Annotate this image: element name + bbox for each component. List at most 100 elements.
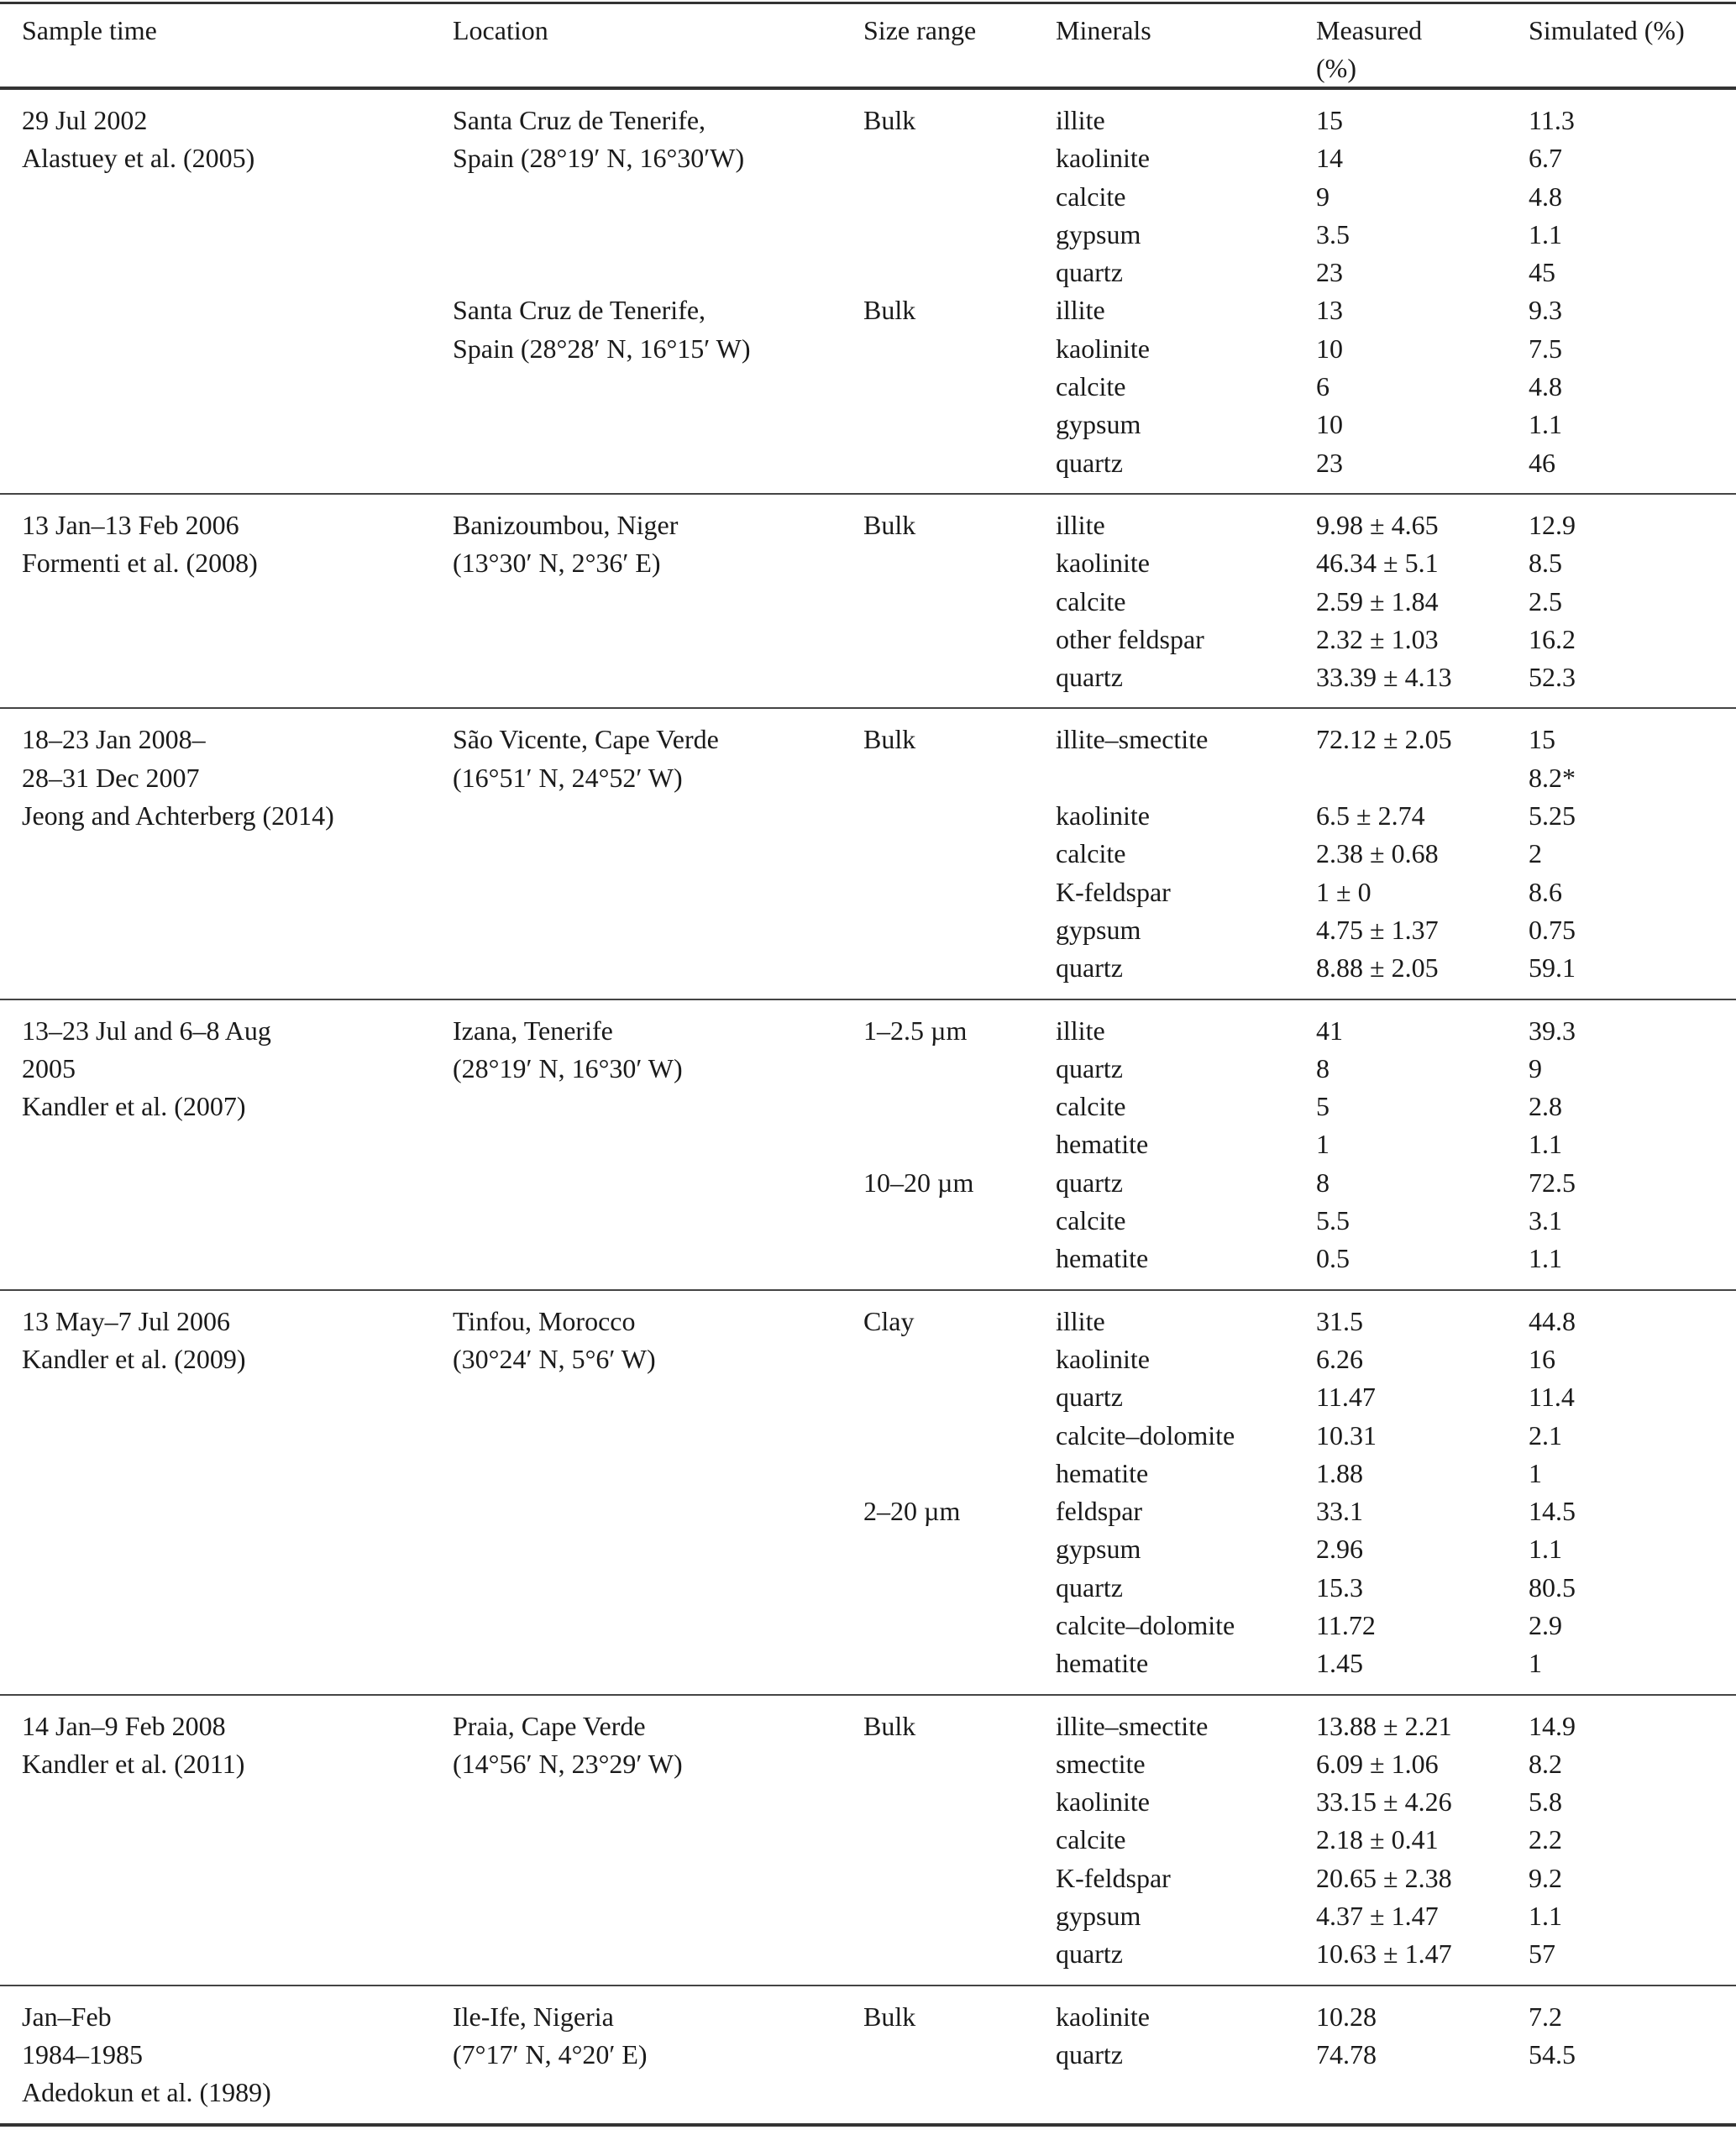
- header-rule: [0, 87, 1736, 90]
- mineral-cell: illite: [1056, 509, 1105, 540]
- simulated-cell: 9.2: [1529, 1862, 1562, 1893]
- simulated-cell: 80.5: [1529, 1571, 1576, 1603]
- table-row: Kandler et al. (2007) calcite 5 2.8: [0, 1088, 1736, 1125]
- location-cell: (7°17′ N, 4°20′ E): [453, 2038, 648, 2069]
- size-range-cell: Bulk: [863, 724, 916, 755]
- measured-cell: 11.47: [1316, 1382, 1376, 1413]
- simulated-cell: 1.1: [1529, 1243, 1562, 1274]
- table-row: 2005 (28°19′ N, 16°30′ W) quartz 8 9: [0, 1050, 1736, 1088]
- table-row: calcite–dolomite 10.31 2.1: [0, 1417, 1736, 1455]
- mineral-cell: illite: [1056, 1305, 1105, 1336]
- location-cell: (28°19′ N, 16°30′ W): [453, 1052, 683, 1083]
- measured-cell: 72.12 ± 2.05: [1316, 724, 1452, 755]
- simulated-cell: 72.5: [1529, 1167, 1576, 1198]
- mineral-cell: gypsum: [1056, 218, 1141, 249]
- simulated-cell: 1.1: [1529, 409, 1562, 440]
- measured-cell: 6.5 ± 2.74: [1316, 800, 1425, 831]
- mineral-cell: calcite–dolomite: [1056, 1609, 1235, 1640]
- simulated-cell: 16.2: [1529, 623, 1576, 654]
- location-cell: (13°30′ N, 2°36′ E): [453, 548, 661, 579]
- mineral-cell: quartz: [1056, 1938, 1123, 1970]
- simulated-cell: 1: [1529, 1648, 1542, 1679]
- location-cell: Banizoumbou, Niger: [453, 509, 679, 540]
- measured-cell: 20.65 ± 2.38: [1316, 1862, 1452, 1893]
- measured-cell: 5: [1316, 1091, 1330, 1122]
- measured-cell: 10.31: [1316, 1419, 1377, 1450]
- mineral-cell: kaolinite: [1056, 548, 1150, 579]
- table-row: 18–23 Jan 2008– São Vicente, Cape Verde Bu…: [0, 721, 1736, 758]
- simulated-cell: 8.2: [1529, 1748, 1562, 1779]
- measured-cell: 6.09 ± 1.06: [1316, 1748, 1439, 1779]
- mineral-cell: quartz: [1056, 447, 1123, 478]
- simulated-cell: 0.75: [1529, 914, 1576, 945]
- table-row: calcite–dolomite 11.72 2.9: [0, 1607, 1736, 1645]
- size-range-cell: 1–2.5 µm: [863, 1015, 968, 1046]
- simulated-cell: 1: [1529, 1457, 1542, 1488]
- simulated-cell: 14.5: [1529, 1496, 1576, 1527]
- measured-cell: 10: [1316, 333, 1343, 364]
- table-row: 13–23 Jul and 6–8 Aug Izana, Tenerife 1–2.…: [0, 1012, 1736, 1050]
- mineral-cell: hematite: [1056, 1648, 1149, 1679]
- simulated-cell: 5.25: [1529, 800, 1576, 831]
- simulated-cell: 1.1: [1529, 1534, 1562, 1565]
- table-row: 10–20 µm quartz 8 72.5: [0, 1164, 1736, 1202]
- simulated-cell: 4.8: [1529, 371, 1562, 402]
- measured-cell: 46.34 ± 5.1: [1316, 548, 1439, 579]
- mineral-cell: gypsum: [1056, 1534, 1141, 1565]
- measured-cell: 13: [1316, 295, 1343, 326]
- table-row: quartz 15.3 80.5: [0, 1569, 1736, 1607]
- measured-cell: 31.5: [1316, 1305, 1363, 1336]
- size-range-cell: Bulk: [863, 105, 916, 135]
- measured-cell: 33.1: [1316, 1496, 1363, 1527]
- mineral-cell: illite: [1056, 295, 1105, 326]
- measured-cell: 2.59 ± 1.84: [1316, 585, 1439, 616]
- table-row: Jan–Feb Ile-Ife, Nigeria Bulk kaolinite 10.2…: [0, 1998, 1736, 2036]
- sample-time-cell: 29 Jul 2002: [22, 105, 148, 135]
- measured-cell: 1.45: [1316, 1648, 1363, 1679]
- sample-time-cell: 14 Jan–9 Feb 2008: [22, 1710, 226, 1741]
- measured-cell: 9.98 ± 4.65: [1316, 509, 1439, 540]
- sample-time-cell: Jan–Feb: [22, 2001, 112, 2032]
- simulated-cell: 4.8: [1529, 181, 1562, 212]
- simulated-cell: 15: [1529, 724, 1555, 755]
- table-row: 28–31 Dec 2007 (16°51′ N, 24°52′ W) 8.2*: [0, 759, 1736, 797]
- measured-cell: 74.78: [1316, 2038, 1377, 2069]
- mineral-cell: calcite: [1056, 585, 1126, 616]
- simulated-cell: 14.9: [1529, 1710, 1576, 1741]
- measured-cell: 33.15 ± 4.26: [1316, 1786, 1452, 1818]
- simulated-cell: 44.8: [1529, 1305, 1576, 1336]
- mineral-cell: kaolinite: [1056, 2001, 1150, 2032]
- simulated-cell: 3.1: [1529, 1205, 1562, 1236]
- table-row: kaolinite 33.15 ± 4.26 5.8: [0, 1783, 1736, 1821]
- simulated-cell: 16: [1529, 1343, 1555, 1374]
- mineral-cell: smectite: [1056, 1748, 1146, 1779]
- sample-time-cell: 13 Jan–13 Feb 2006: [22, 509, 239, 540]
- size-range-cell: 2–20 µm: [863, 1496, 961, 1527]
- table-row: calcite 2.18 ± 0.41 2.2: [0, 1821, 1736, 1859]
- table-row: gypsum 3.5 1.1: [0, 216, 1736, 254]
- header-sample-time: Sample time: [22, 15, 157, 45]
- mineral-cell: quartz: [1056, 1382, 1123, 1413]
- simulated-cell: 2: [1529, 838, 1542, 869]
- simulated-cell: 2.8: [1529, 1091, 1562, 1122]
- mineral-cell: calcite: [1056, 1091, 1126, 1122]
- table-row: quartz 11.47 11.4: [0, 1378, 1736, 1416]
- size-range-cell: Clay: [863, 1305, 915, 1336]
- mineral-cell: calcite: [1056, 371, 1126, 402]
- table-row: Santa Cruz de Tenerife, Bulk illite 13 9.3: [0, 291, 1736, 329]
- mineral-cell: hematite: [1056, 1457, 1149, 1488]
- header-measured-line2: (%): [1316, 53, 1356, 83]
- simulated-cell: 11.4: [1529, 1382, 1575, 1413]
- simulated-cell: 57: [1529, 1938, 1555, 1970]
- simulated-cell: 39.3: [1529, 1015, 1576, 1046]
- table-group: Jan–Feb Ile-Ife, Nigeria Bulk kaolinite 10.2…: [0, 1986, 1736, 2127]
- table-row: calcite 9 4.8: [0, 178, 1736, 216]
- mineral-cell: kaolinite: [1056, 1343, 1150, 1374]
- measured-cell: 15: [1316, 105, 1343, 135]
- table-row: 13 Jan–13 Feb 2006 Banizoumbou, Niger Bulk…: [0, 506, 1736, 544]
- sample-time-cell: Jeong and Achterberg (2014): [22, 800, 334, 831]
- measured-cell: 23: [1316, 257, 1343, 288]
- measured-cell: 10.28: [1316, 2001, 1377, 2032]
- mineral-cell: quartz: [1056, 1571, 1123, 1603]
- mineral-cell: calcite: [1056, 1824, 1126, 1855]
